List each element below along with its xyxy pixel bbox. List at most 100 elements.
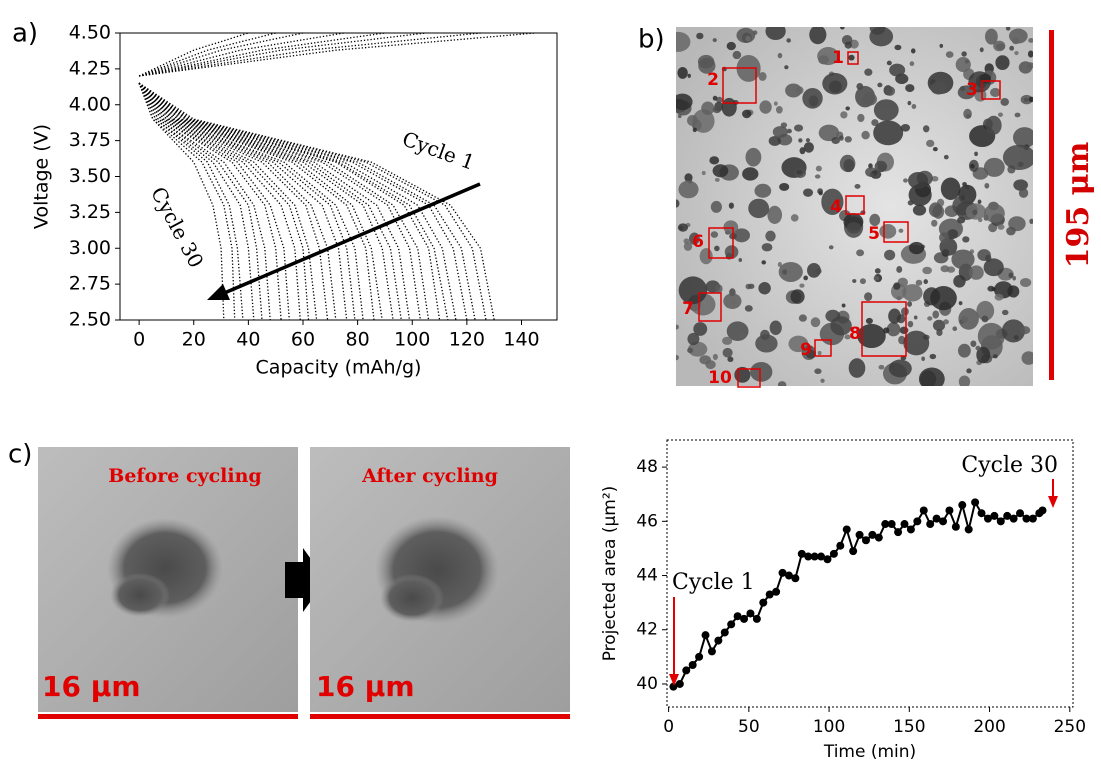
particle [712, 106, 721, 114]
particle [820, 378, 825, 383]
particle [964, 59, 969, 64]
particle [803, 142, 814, 153]
data-point [669, 682, 678, 691]
particle [380, 574, 444, 622]
data-point [977, 509, 986, 518]
before-image: Before cycling 16 μm [38, 447, 298, 712]
particle [727, 356, 734, 363]
x-tick-label: 0 [663, 717, 674, 737]
data-point [964, 525, 973, 534]
particle [883, 327, 890, 334]
particle [958, 375, 971, 386]
data-point [855, 530, 864, 539]
particle [844, 334, 851, 340]
particle [907, 100, 912, 106]
particle [825, 309, 841, 323]
particle [806, 349, 817, 359]
particle-box [737, 368, 761, 388]
particle [940, 177, 961, 200]
particle [733, 228, 750, 243]
y-tick-label: 40 [636, 674, 658, 694]
particle [814, 368, 822, 375]
data-point [1003, 511, 1012, 520]
particle [716, 96, 723, 103]
data-line [138, 82, 495, 321]
chart: 0 50 100 150 200 250 40 42 44 46 48 Time (min) Proje… [600, 439, 1086, 762]
particle [1020, 326, 1031, 335]
data-point [707, 647, 716, 656]
x-tick-label: 60 [291, 329, 315, 351]
data-point [842, 525, 851, 534]
particle [943, 319, 949, 325]
particle [958, 301, 963, 306]
particle [767, 205, 783, 224]
particle [923, 279, 928, 285]
particle [966, 368, 972, 374]
particle [807, 262, 821, 278]
y-tick-label: 3.75 [69, 129, 111, 151]
particle [676, 31, 691, 52]
particle [859, 278, 866, 285]
data-point [868, 530, 877, 539]
data-point [778, 568, 787, 577]
particle [683, 241, 693, 251]
particle [940, 265, 950, 273]
particle [939, 43, 944, 48]
particle [689, 232, 700, 245]
particle [899, 370, 907, 376]
particle [705, 360, 716, 370]
particle [1014, 50, 1019, 56]
particle [714, 177, 720, 182]
particle [799, 147, 806, 155]
particle [784, 65, 789, 70]
data-line [138, 82, 290, 321]
particle [1027, 50, 1033, 58]
data-line [138, 32, 276, 77]
data-point [688, 660, 697, 669]
data-point [1028, 514, 1037, 523]
particle [958, 308, 979, 330]
particle-label: 3 [966, 80, 978, 100]
particle [692, 109, 715, 133]
particle-label: 8 [849, 324, 861, 344]
y-tick-label: 3.00 [69, 237, 111, 259]
particle [1019, 277, 1032, 288]
x-tick-label: 140 [503, 329, 539, 351]
data-point [817, 552, 826, 561]
particle [926, 139, 935, 148]
data-point [1016, 509, 1025, 518]
particle [908, 171, 929, 189]
particle [772, 126, 788, 138]
particle [974, 151, 978, 157]
data-point [971, 498, 980, 507]
particle [953, 274, 966, 288]
y-tick-label: 3.50 [69, 165, 111, 187]
particle [869, 213, 881, 227]
data-point [996, 517, 1005, 526]
particle [984, 28, 998, 45]
particle-box [722, 67, 757, 104]
particle [970, 163, 975, 169]
data-point [874, 533, 883, 542]
particle [931, 176, 939, 182]
particle [712, 164, 729, 178]
data-line [138, 82, 457, 321]
particle [798, 314, 807, 322]
particle [790, 289, 805, 304]
particle-box [981, 80, 1001, 100]
data-point [958, 501, 967, 510]
data-point [746, 609, 755, 618]
data-point [804, 552, 813, 561]
particle [775, 105, 783, 114]
y-tick-label: 3.25 [69, 201, 111, 223]
particle [854, 184, 861, 189]
particle [798, 138, 803, 143]
data-point [894, 528, 903, 537]
particle [931, 219, 938, 227]
particle [903, 330, 930, 356]
data-line [138, 82, 468, 321]
data-point [926, 520, 935, 529]
data-line [138, 82, 487, 321]
particle [745, 147, 762, 167]
data-point [983, 514, 992, 523]
